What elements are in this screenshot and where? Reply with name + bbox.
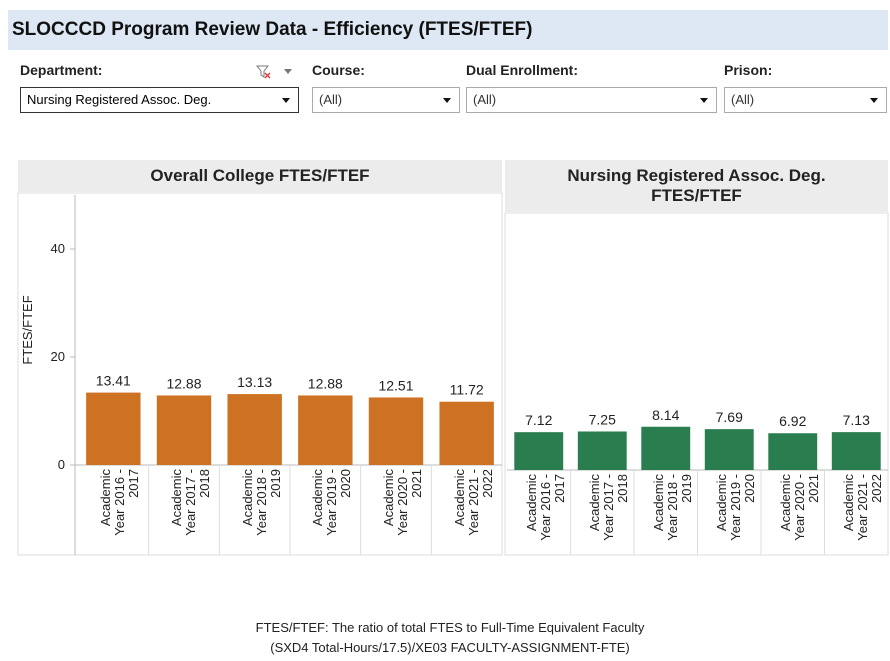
x-tick-label: Academic Year 2019 - 2020 (714, 474, 758, 541)
bar (156, 395, 212, 465)
dual-enrollment-dropdown[interactable]: (All) (466, 87, 717, 113)
value-label: 8.14 (652, 407, 679, 423)
bar (368, 397, 424, 465)
filter-label: Dual Enrollment: (466, 62, 579, 78)
filter-label: Department: (20, 62, 103, 78)
x-tick-label: Academic Year 2021 - 2022 (841, 474, 885, 541)
bar (298, 395, 353, 465)
x-tick-label: Academic Year 2017 - 2018 (169, 469, 212, 536)
bar (831, 432, 881, 470)
value-label: 7.25 (589, 411, 616, 427)
filter-label: Course: (312, 62, 365, 78)
bar (577, 431, 627, 470)
x-tick-label: Academic Year 2021 - 2022 (451, 469, 495, 536)
bar (227, 394, 282, 465)
value-label: 12.88 (166, 375, 201, 391)
filter-icons[interactable] (256, 64, 296, 80)
value-label: 7.12 (525, 412, 552, 428)
value-label: 13.41 (96, 373, 131, 389)
x-tick-label: Academic Year 2020 - 2021 (381, 469, 424, 536)
y-tick-label: 40 (51, 241, 65, 256)
footnote: (SXD4 Total-Hours/17.5)/XE03 FACULTY-ASS… (270, 640, 630, 655)
footnote: FTES/FTEF: The ratio of total FTES to Fu… (255, 620, 645, 635)
bar (704, 429, 754, 470)
value-label: 11.72 (450, 382, 484, 398)
bar (514, 432, 564, 470)
y-tick-label: 20 (51, 349, 65, 364)
chart-title: Overall College FTES/FTEF (18, 160, 502, 192)
value-label: 7.13 (843, 412, 870, 428)
value-label: 7.69 (716, 409, 743, 425)
value-label: 12.88 (308, 375, 343, 391)
plot-frame (504, 212, 889, 556)
value-label: 6.92 (779, 413, 806, 429)
x-tick-label: Academic Year 2020 - 2021 (777, 474, 821, 541)
bar (86, 392, 141, 465)
plot-frame (17, 192, 503, 556)
x-tick-label: Academic Year 2018 - 2019 (239, 469, 283, 536)
x-tick-label: Academic Year 2016 - 2017 (523, 474, 567, 541)
prison-dropdown[interactable]: (All) (724, 87, 887, 113)
chart-title: Nursing Registered Assoc. Deg. FTES/FTEF (505, 160, 888, 212)
x-tick-label: Academic Year 2016 - 2017 (98, 469, 142, 536)
value-label: 13.13 (237, 374, 272, 390)
bar (439, 401, 494, 465)
x-tick-label: Academic Year 2018 - 2019 (650, 474, 694, 541)
bar (768, 433, 818, 470)
value-label: 12.51 (378, 377, 413, 393)
dashboard-title: SLOCCCD Program Review Data - Efficiency… (8, 10, 888, 50)
filter-label: Prison: (724, 62, 773, 78)
bar (641, 426, 691, 470)
course-dropdown[interactable]: (All) (312, 87, 460, 113)
department-dropdown[interactable]: Nursing Registered Assoc. Deg. (20, 87, 299, 113)
y-tick-label: 0 (58, 457, 65, 472)
y-axis-label: FTES/FTEF (20, 295, 35, 364)
x-tick-label: Academic Year 2019 - 2020 (310, 469, 354, 536)
x-tick-label: Academic Year 2017 - 2018 (587, 474, 631, 541)
